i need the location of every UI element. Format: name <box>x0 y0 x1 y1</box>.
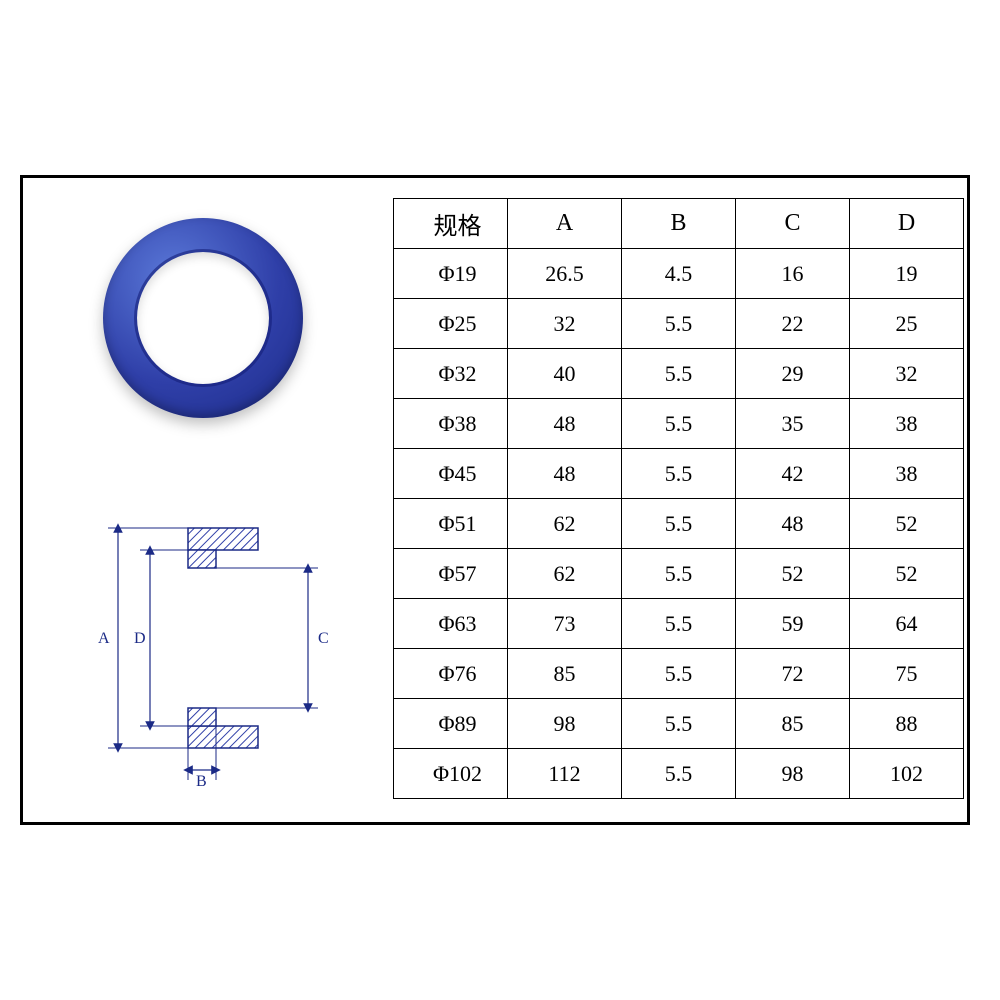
cell-d: 32 <box>850 349 964 399</box>
cell-d: 52 <box>850 549 964 599</box>
cell-a: 73 <box>508 599 622 649</box>
cell-d: 25 <box>850 299 964 349</box>
cell-b: 5.5 <box>622 549 736 599</box>
cell-spec: Φ89 <box>394 699 508 749</box>
cell-a: 62 <box>508 499 622 549</box>
canvas: A D C <box>0 0 1000 1000</box>
cell-c: 85 <box>736 699 850 749</box>
spec-table: 规格 A B C D Φ1926.54.51619Φ25325.52225Φ32… <box>393 198 964 799</box>
cell-spec: Φ57 <box>394 549 508 599</box>
cell-c: 59 <box>736 599 850 649</box>
cell-a: 48 <box>508 449 622 499</box>
cell-a: 26.5 <box>508 249 622 299</box>
cell-d: 75 <box>850 649 964 699</box>
section-upper <box>188 528 258 568</box>
header-col-c: C <box>736 199 850 249</box>
cell-a: 112 <box>508 749 622 799</box>
table-row: Φ63735.55964 <box>394 599 964 649</box>
cell-a: 40 <box>508 349 622 399</box>
spec-table-header: 规格 A B C D <box>394 199 964 249</box>
table-row: Φ25325.52225 <box>394 299 964 349</box>
cross-section-diagram: A D C <box>78 508 358 788</box>
cell-c: 72 <box>736 649 850 699</box>
product-ring-image <box>103 218 303 418</box>
cell-d: 102 <box>850 749 964 799</box>
cell-spec: Φ38 <box>394 399 508 449</box>
table-header-row: 规格 A B C D <box>394 199 964 249</box>
cell-spec: Φ76 <box>394 649 508 699</box>
header-col-a: A <box>508 199 622 249</box>
table-row: Φ1021125.598102 <box>394 749 964 799</box>
cell-d: 38 <box>850 399 964 449</box>
dimension-c: C <box>216 568 329 708</box>
cell-spec: Φ45 <box>394 449 508 499</box>
dimension-label-d: D <box>134 630 146 647</box>
cell-c: 22 <box>736 299 850 349</box>
cell-b: 5.5 <box>622 499 736 549</box>
cell-a: 32 <box>508 299 622 349</box>
cell-spec: Φ19 <box>394 249 508 299</box>
cell-b: 5.5 <box>622 399 736 449</box>
cell-d: 88 <box>850 699 964 749</box>
table-row: Φ89985.58588 <box>394 699 964 749</box>
cell-c: 52 <box>736 549 850 599</box>
cell-c: 48 <box>736 499 850 549</box>
cell-a: 48 <box>508 399 622 449</box>
content-frame: A D C <box>20 175 970 825</box>
table-row: Φ76855.57275 <box>394 649 964 699</box>
section-lower <box>188 708 258 748</box>
cell-c: 98 <box>736 749 850 799</box>
cell-b: 5.5 <box>622 449 736 499</box>
diagram-svg: A D C <box>78 508 358 788</box>
dimension-label-c: C <box>318 630 329 647</box>
cell-d: 19 <box>850 249 964 299</box>
header-col-b: B <box>622 199 736 249</box>
cell-a: 62 <box>508 549 622 599</box>
cell-spec: Φ63 <box>394 599 508 649</box>
cell-c: 29 <box>736 349 850 399</box>
dimension-label-b: B <box>196 773 207 788</box>
dimension-d: D <box>134 550 188 726</box>
cell-b: 4.5 <box>622 249 736 299</box>
spec-table-body: Φ1926.54.51619Φ25325.52225Φ32405.52932Φ3… <box>394 249 964 799</box>
header-spec: 规格 <box>394 199 508 249</box>
table-row: Φ1926.54.51619 <box>394 249 964 299</box>
cell-b: 5.5 <box>622 649 736 699</box>
table-row: Φ57625.55252 <box>394 549 964 599</box>
header-col-d: D <box>850 199 964 249</box>
cell-d: 52 <box>850 499 964 549</box>
cell-a: 85 <box>508 649 622 699</box>
table-row: Φ45485.54238 <box>394 449 964 499</box>
cell-d: 38 <box>850 449 964 499</box>
cell-b: 5.5 <box>622 349 736 399</box>
cell-c: 16 <box>736 249 850 299</box>
cell-spec: Φ32 <box>394 349 508 399</box>
table-row: Φ32405.52932 <box>394 349 964 399</box>
cell-b: 5.5 <box>622 299 736 349</box>
cell-spec: Φ25 <box>394 299 508 349</box>
table-row: Φ38485.53538 <box>394 399 964 449</box>
cell-b: 5.5 <box>622 749 736 799</box>
cell-b: 5.5 <box>622 599 736 649</box>
cell-d: 64 <box>850 599 964 649</box>
dimension-label-a: A <box>98 630 110 647</box>
cell-spec: Φ102 <box>394 749 508 799</box>
cell-c: 35 <box>736 399 850 449</box>
cell-spec: Φ51 <box>394 499 508 549</box>
cell-a: 98 <box>508 699 622 749</box>
cell-c: 42 <box>736 449 850 499</box>
cell-b: 5.5 <box>622 699 736 749</box>
table-row: Φ51625.54852 <box>394 499 964 549</box>
ring-inner-hole <box>137 252 269 384</box>
